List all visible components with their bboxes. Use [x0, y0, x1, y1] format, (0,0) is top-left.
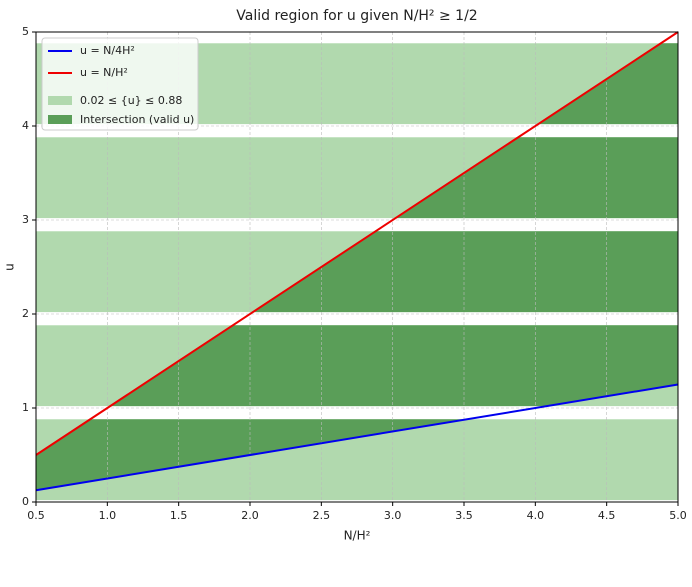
line: [35, 31, 679, 456]
legend-box: [41, 37, 199, 131]
x-tick-label: 2.0: [241, 509, 259, 522]
legend-swatch: [48, 96, 72, 105]
legend-swatch: [48, 115, 72, 124]
y-axis-label: u: [3, 263, 17, 271]
y-tick-label: 4: [22, 119, 29, 132]
chart-title: Valid region for u given N/H² ≥ 1/2: [236, 8, 477, 24]
y-tick-label: 2: [22, 307, 29, 320]
x-axis-label: N/H²: [344, 529, 371, 543]
x-tick-label: 0.5: [27, 509, 45, 522]
x-tick-label: 1.0: [99, 509, 117, 522]
x-tick-label: 4.5: [598, 509, 616, 522]
legend-label: u = N/4H²: [80, 44, 135, 57]
line: [35, 383, 679, 492]
x-tick-label: 3.5: [455, 509, 473, 522]
intersection: [395, 137, 678, 219]
y-tick-label: 1: [22, 401, 29, 414]
x-tick-label: 2.5: [313, 509, 331, 522]
legend-label: u = N/H²: [80, 66, 128, 79]
intersection: [538, 43, 678, 125]
plot-frame: [35, 31, 679, 503]
legend-label: Intersection (valid u): [80, 113, 194, 126]
x-tick-label: 4.0: [527, 509, 545, 522]
x-tick-label: 3.0: [384, 509, 402, 522]
intersection: [252, 231, 678, 313]
x-tick-label: 1.5: [170, 509, 188, 522]
y-tick-label: 0: [22, 495, 29, 508]
y-tick-label: 3: [22, 213, 29, 226]
x-tick-label: 5.0: [669, 509, 687, 522]
legend-label: 0.02 ≤ {u} ≤ 0.88: [80, 94, 182, 107]
y-tick-label: 5: [22, 25, 29, 38]
intersection: [110, 325, 679, 407]
